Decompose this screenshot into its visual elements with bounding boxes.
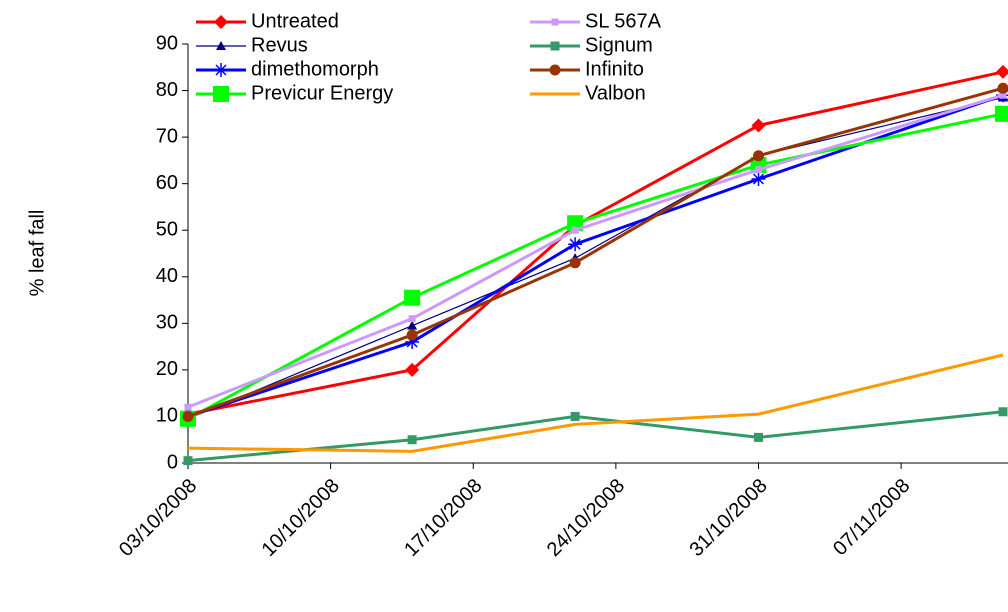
y-tick-label: 0 bbox=[167, 451, 178, 473]
marker bbox=[996, 64, 1008, 79]
marker bbox=[184, 403, 192, 411]
legend-label: Valbon bbox=[585, 82, 646, 104]
series bbox=[184, 91, 1007, 411]
legend-entry: Signum bbox=[530, 34, 653, 56]
marker bbox=[998, 407, 1008, 417]
y-axis-label: % leaf fall bbox=[26, 210, 48, 297]
legend-entry: SL 567A bbox=[530, 10, 662, 32]
marker bbox=[751, 118, 766, 133]
marker bbox=[995, 105, 1008, 122]
y-tick-label: 90 bbox=[156, 32, 178, 54]
marker bbox=[570, 411, 580, 421]
x-tick-label: 17/10/2008 bbox=[400, 475, 486, 561]
marker bbox=[567, 215, 584, 232]
marker bbox=[405, 334, 420, 349]
line bbox=[187, 353, 1004, 453]
marker bbox=[407, 320, 418, 330]
y-tick-label: 80 bbox=[156, 79, 178, 101]
series bbox=[180, 105, 1008, 427]
x-tick-label: 07/11/2008 bbox=[829, 475, 914, 560]
y-tick-label: 10 bbox=[156, 405, 178, 427]
series bbox=[187, 353, 1004, 453]
marker bbox=[407, 435, 417, 445]
legend-entry: dimethomorph bbox=[196, 58, 379, 80]
series bbox=[183, 407, 1008, 466]
marker bbox=[568, 237, 583, 252]
marker bbox=[183, 456, 193, 466]
marker bbox=[216, 41, 226, 50]
marker bbox=[405, 362, 420, 377]
marker bbox=[997, 82, 1008, 94]
legend-label: Untreated bbox=[251, 10, 339, 32]
marker bbox=[213, 86, 229, 102]
legend-label: dimethomorph bbox=[251, 58, 379, 80]
marker bbox=[404, 289, 421, 306]
y-tick-label: 20 bbox=[156, 358, 178, 380]
legend-entry: Valbon bbox=[530, 82, 646, 104]
line bbox=[187, 410, 1004, 463]
marker bbox=[406, 329, 418, 341]
marker bbox=[754, 432, 763, 442]
legend-entry: Previcur Energy bbox=[196, 82, 393, 104]
marker bbox=[751, 172, 766, 187]
legend-entry: Untreated bbox=[196, 10, 339, 32]
legend-label: Revus bbox=[251, 34, 308, 56]
legend-label: Infinito bbox=[585, 58, 644, 80]
series bbox=[182, 82, 1008, 422]
legend-entry: Revus bbox=[196, 34, 308, 56]
legend-label: Signum bbox=[585, 34, 653, 56]
marker bbox=[551, 18, 559, 26]
marker bbox=[549, 64, 561, 76]
marker bbox=[214, 63, 228, 77]
y-tick-label: 50 bbox=[156, 219, 178, 241]
x-tick-label: 03/10/2008 bbox=[115, 475, 201, 561]
x-tick-label: 24/10/2008 bbox=[543, 475, 629, 561]
marker bbox=[569, 257, 581, 269]
marker bbox=[214, 15, 228, 29]
y-tick-label: 40 bbox=[156, 265, 178, 287]
x-tick-label: 10/10/2008 bbox=[258, 475, 344, 561]
legend-label: SL 567A bbox=[585, 10, 662, 32]
y-tick-label: 60 bbox=[156, 172, 178, 194]
marker bbox=[999, 91, 1007, 99]
y-tick-label: 70 bbox=[156, 125, 178, 147]
marker bbox=[571, 226, 579, 234]
x-tick-label: 31/10/2008 bbox=[685, 475, 771, 561]
marker bbox=[550, 41, 560, 51]
y-tick-label: 30 bbox=[156, 312, 178, 334]
marker bbox=[755, 166, 762, 174]
legend-label: Previcur Energy bbox=[251, 82, 393, 104]
marker bbox=[408, 315, 416, 323]
marker bbox=[753, 150, 764, 162]
marker bbox=[182, 410, 194, 422]
series bbox=[181, 64, 1008, 422]
legend-entry: Infinito bbox=[530, 58, 644, 80]
